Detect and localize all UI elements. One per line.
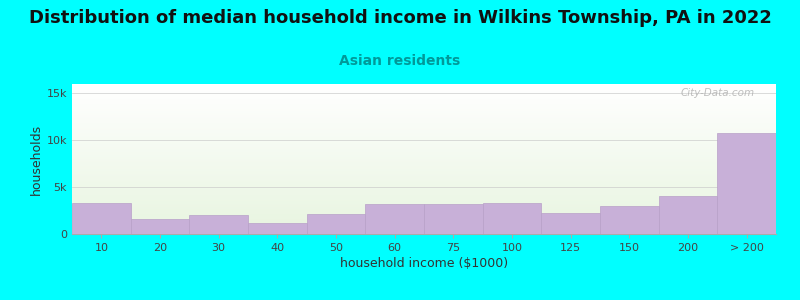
Bar	[542, 213, 600, 234]
Bar	[306, 214, 366, 234]
Bar	[600, 206, 658, 234]
Bar	[424, 204, 482, 234]
Bar	[190, 215, 248, 234]
Bar	[366, 204, 424, 234]
Text: Distribution of median household income in Wilkins Township, PA in 2022: Distribution of median household income …	[29, 9, 771, 27]
Y-axis label: households: households	[30, 123, 42, 195]
Bar	[248, 223, 306, 234]
Bar	[130, 219, 190, 234]
Text: City-Data.com: City-Data.com	[681, 88, 755, 98]
Bar	[72, 203, 130, 234]
Bar	[482, 203, 542, 234]
Text: Asian residents: Asian residents	[339, 54, 461, 68]
Bar	[658, 196, 718, 234]
X-axis label: household income ($1000): household income ($1000)	[340, 257, 508, 270]
Bar	[718, 133, 776, 234]
